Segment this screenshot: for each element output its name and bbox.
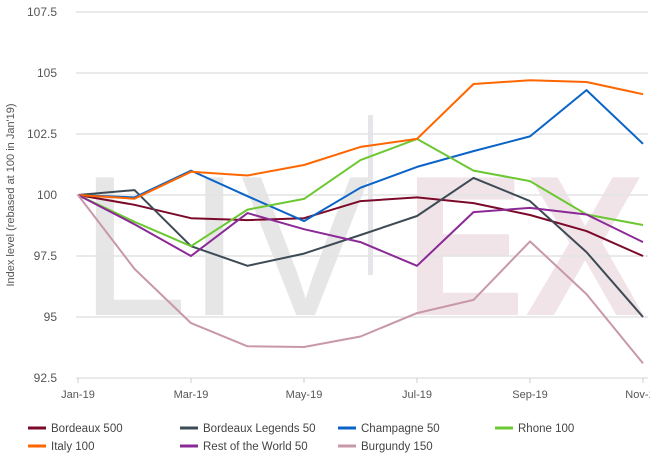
legend-label: Champagne 50 <box>361 423 440 435</box>
y-tick-label: 107.5 <box>27 5 57 19</box>
y-axis-label: Index level (rebased at 100 in Jan'19) <box>5 103 17 286</box>
x-tick-label: May-19 <box>286 389 323 401</box>
x-tick-label: Jul-19 <box>402 389 432 401</box>
legend-item[interactable]: Rest of the World 50 <box>180 441 308 453</box>
x-tick-label: Mar-19 <box>174 389 209 401</box>
series-line-bordeaux-legends-50 <box>77 176 644 318</box>
y-tick-label: 92.5 <box>34 371 58 385</box>
x-tick-label: Nov-19 <box>625 389 650 401</box>
legend-label: Bordeaux Legends 50 <box>203 423 316 435</box>
y-tick-label: 105 <box>37 66 57 80</box>
legend-label: Rhone 100 <box>518 423 574 435</box>
y-tick-label: 100 <box>37 188 57 202</box>
livex-watermark: LIV EX <box>80 115 645 358</box>
legend-label: Rest of the World 50 <box>203 441 308 453</box>
series-line-burgundy-150 <box>77 194 644 365</box>
legend-item[interactable]: Italy 100 <box>28 441 94 453</box>
x-tick-label: Jan-19 <box>61 389 95 401</box>
series-line-champagne-50 <box>77 89 644 223</box>
series-line-bordeaux-500 <box>77 194 644 257</box>
legend-item[interactable]: Bordeaux 500 <box>28 423 123 435</box>
legend-item[interactable]: Burgundy 150 <box>338 441 433 453</box>
y-tick-label: 95 <box>44 310 58 324</box>
legend-item[interactable]: Champagne 50 <box>338 423 440 435</box>
legend-label: Bordeaux 500 <box>51 423 123 435</box>
legend-label: Burgundy 150 <box>361 441 433 453</box>
svg-text:LIV: LIV <box>80 135 370 358</box>
legend-item[interactable]: Rhone 100 <box>495 423 574 435</box>
legend-item[interactable]: Bordeaux Legends 50 <box>180 423 316 435</box>
y-tick-label: 97.5 <box>34 249 58 263</box>
series-line-italy-100 <box>77 79 644 200</box>
y-tick-label: 102.5 <box>27 127 57 141</box>
x-tick-label: Sep-19 <box>512 389 547 401</box>
series-line-rest-of-the-world-50 <box>77 194 644 267</box>
legend-label: Italy 100 <box>51 441 94 453</box>
series-line-rhone-100 <box>77 137 644 248</box>
